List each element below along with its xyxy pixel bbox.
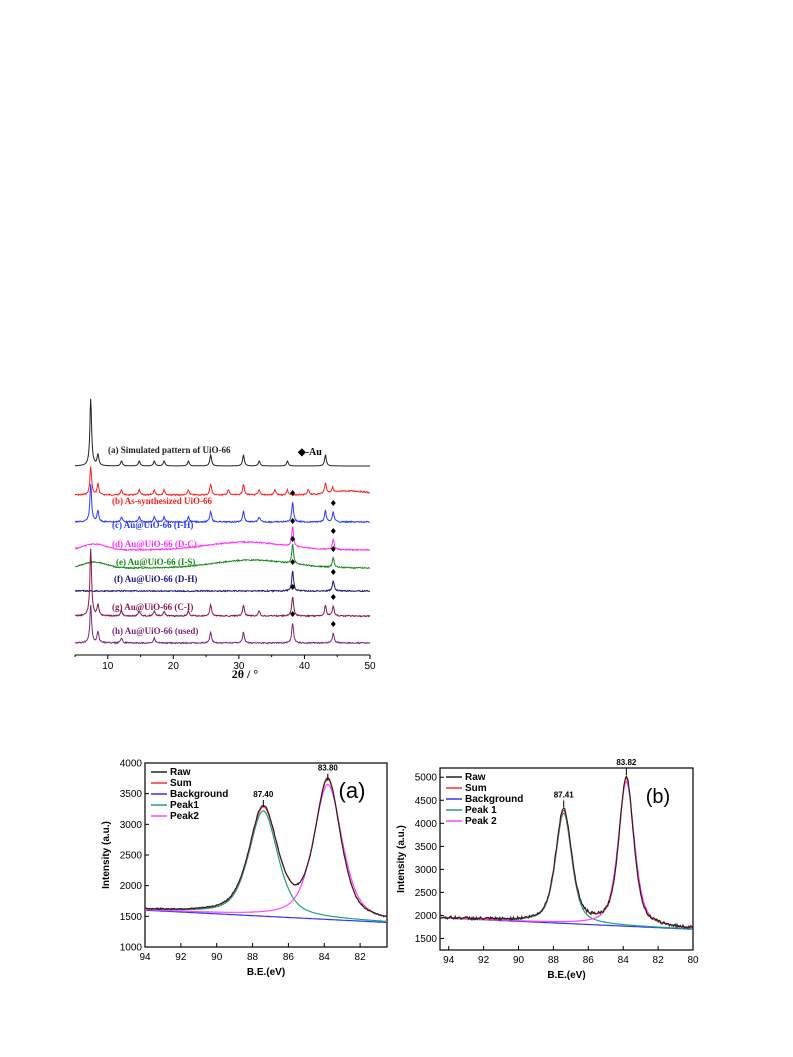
xrd-series-labels: (a) Simulated pattern of UiO-66 (b) As-sy… bbox=[108, 445, 231, 636]
legend-label: Peak1 bbox=[170, 800, 199, 811]
xrd-series-label-b: (b) As-synthesized UiO-66 bbox=[112, 496, 213, 506]
xrd-trace-d bbox=[74, 526, 370, 552]
au-marker bbox=[290, 611, 296, 617]
legend-label: Peak 2 bbox=[465, 816, 497, 827]
y-tick-label: 3500 bbox=[415, 842, 438, 853]
peak-annotation: 87.40 bbox=[253, 790, 274, 799]
xrd-series-label-d: (d) Au@UiO-66 (D-C) bbox=[112, 539, 197, 549]
panel-label: (a) bbox=[339, 778, 366, 803]
au-marker bbox=[290, 559, 296, 565]
au-marker bbox=[330, 546, 336, 552]
legend-label: Raw bbox=[170, 767, 191, 778]
xrd-tick-label: 20 bbox=[168, 661, 180, 672]
x-tick-label: 92 bbox=[478, 955, 490, 966]
au-marker bbox=[290, 490, 296, 496]
panel-label: (b) bbox=[646, 786, 670, 808]
series-peak1 bbox=[145, 810, 388, 922]
xps-chart-a: 94 92 90 88 86 84 82 1000 1500 2000 2500 3000 3500 40… bbox=[101, 759, 388, 978]
y-tick-label: 1000 bbox=[120, 943, 143, 954]
au-marker bbox=[290, 584, 296, 590]
au-marker bbox=[290, 536, 296, 542]
series-background bbox=[145, 909, 388, 924]
au-marker bbox=[330, 500, 336, 506]
xrd-trace-a bbox=[75, 398, 370, 467]
x-tick-label: 88 bbox=[548, 955, 560, 966]
xrd-trace-b bbox=[74, 466, 371, 497]
y-axis-label: Intensity (a.u.) bbox=[396, 825, 407, 893]
y-tick-label: 3500 bbox=[120, 789, 143, 800]
xrd-chart: (a) Simulated pattern of UiO-66 (b) As-sy… bbox=[74, 398, 376, 681]
peak-annotation: 83.80 bbox=[318, 764, 339, 773]
peak-annotation: 87.41 bbox=[554, 790, 575, 799]
xrd-trace-g bbox=[74, 548, 371, 618]
series-raw bbox=[144, 778, 388, 918]
xrd-trace-h bbox=[74, 604, 370, 645]
y-tick-label: 2000 bbox=[120, 881, 143, 892]
x-tick-label: 88 bbox=[247, 952, 259, 963]
x-tick-label: 86 bbox=[283, 952, 295, 963]
x-tick-label: 92 bbox=[175, 952, 187, 963]
y-tick-label: 2500 bbox=[415, 888, 438, 899]
xrd-trace-f bbox=[74, 570, 371, 593]
x-tick-label: 82 bbox=[653, 955, 665, 966]
legend-label: Background bbox=[465, 794, 523, 805]
y-tick-label: 3000 bbox=[415, 865, 438, 876]
plot-frame bbox=[439, 767, 694, 951]
xrd-x-axis: 10 20 30 40 50 bbox=[74, 654, 376, 672]
xps-chart-b: 94 92 90 88 86 84 82 80 1500 2000 2500 3000 3500 4000… bbox=[396, 758, 699, 981]
y-tick-label: 2500 bbox=[120, 851, 143, 862]
x-tick-label: 90 bbox=[211, 952, 223, 963]
legend-label: Peak2 bbox=[170, 811, 199, 822]
legend-label: Background bbox=[170, 789, 228, 800]
x-tick-label: 84 bbox=[618, 955, 630, 966]
x-tick-label: 80 bbox=[687, 955, 699, 966]
au-marker bbox=[330, 569, 336, 575]
xrd-series-label-e: (e) Au@UiO-66 (I-S) bbox=[116, 557, 195, 567]
peak-annotation: 83.82 bbox=[616, 758, 637, 767]
au-marker bbox=[330, 594, 336, 600]
xrd-trace-c bbox=[74, 484, 371, 524]
xrd-series-label-f: (f) Au@UiO-66 (D-H) bbox=[114, 574, 197, 584]
x-axis-label: B.E.(eV) bbox=[547, 970, 585, 981]
xrd-series-label-g: (g) Au@UiO-66 (C-I) bbox=[112, 602, 193, 612]
au-marker bbox=[330, 621, 336, 627]
au-marker bbox=[290, 518, 296, 524]
xrd-au-markers bbox=[290, 490, 336, 627]
x-tick-label: 94 bbox=[443, 955, 455, 966]
legend-label: Peak 1 bbox=[465, 805, 497, 816]
legend-label: Sum bbox=[170, 778, 192, 789]
xrd-tick-label: 40 bbox=[299, 661, 311, 672]
xrd-series-label-h: (h) Au@UiO-66 (used) bbox=[112, 626, 198, 636]
legend-label: Raw bbox=[465, 772, 486, 783]
xrd-x-axis-label: 2θ / ° bbox=[232, 667, 259, 681]
x-tick-label: 90 bbox=[513, 955, 525, 966]
y-tick-label: 4000 bbox=[415, 819, 438, 830]
x-tick-label: 84 bbox=[319, 952, 331, 963]
y-tick-label: 4500 bbox=[415, 796, 438, 807]
x-axis-label: B.E.(eV) bbox=[247, 967, 285, 978]
xrd-traces bbox=[74, 398, 371, 645]
y-axis-label: Intensity (a.u.) bbox=[101, 821, 112, 889]
y-tick-label: 4000 bbox=[120, 759, 143, 770]
x-tick-label: 86 bbox=[583, 955, 595, 966]
series-raw bbox=[439, 775, 694, 930]
xrd-tick-label: 10 bbox=[102, 661, 114, 672]
x-tick-label: 94 bbox=[139, 952, 151, 963]
y-tick-label: 1500 bbox=[415, 934, 438, 945]
xrd-tick-label: 50 bbox=[364, 661, 376, 672]
series-peak-1 bbox=[440, 812, 693, 930]
au-marker bbox=[330, 528, 336, 534]
xrd-trace-e bbox=[74, 543, 371, 570]
y-tick-label: 2000 bbox=[415, 911, 438, 922]
xrd-series-label-c: (c) Au@UiO-66 (I-H) bbox=[112, 520, 193, 530]
legend-label: Sum bbox=[465, 783, 487, 794]
xrd-tick-label: 30 bbox=[233, 661, 245, 672]
x-tick-label: 82 bbox=[355, 952, 367, 963]
series-peak2 bbox=[145, 783, 388, 918]
xrd-series-label-a: (a) Simulated pattern of UiO-66 bbox=[108, 445, 231, 455]
y-tick-label: 5000 bbox=[415, 773, 438, 784]
xrd-au-legend: ◆-Au bbox=[297, 447, 322, 458]
y-tick-label: 1500 bbox=[120, 912, 143, 923]
y-tick-label: 3000 bbox=[120, 820, 143, 831]
